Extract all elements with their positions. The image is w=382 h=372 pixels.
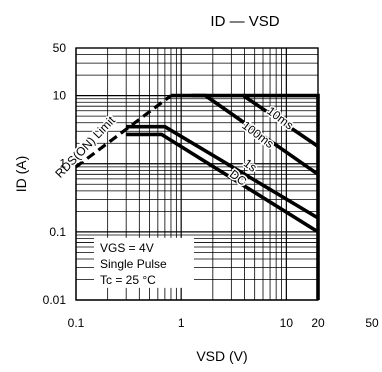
condition-text: VGS = 4V	[100, 241, 154, 255]
y-tick-label: 0.01	[43, 293, 67, 307]
series-line-vds-max	[243, 93, 320, 300]
condition-text: Tc = 25 °C	[100, 273, 156, 287]
y-tick-label: 50	[53, 41, 67, 55]
x-axis-label: VSD (V)	[196, 348, 247, 364]
x-tick-label: 50	[365, 316, 379, 330]
chart-title: ID — VSD	[210, 13, 279, 30]
x-tick-label: 20	[311, 316, 325, 330]
y-tick-label: 0.1	[49, 225, 66, 239]
conditions-box	[94, 237, 194, 288]
x-tick-label: 1	[178, 316, 185, 330]
series-line-1s	[126, 124, 319, 220]
y-axis-label: ID (A)	[13, 156, 29, 193]
y-tick-label: 10	[53, 89, 67, 103]
series-group	[75, 93, 320, 300]
y-tick-label: 1	[59, 157, 66, 171]
series-line-100ms	[191, 93, 320, 176]
x-tick-label: 0.1	[68, 316, 85, 330]
condition-text: Single Pulse	[100, 257, 167, 271]
series-line-rds-on-limit	[75, 94, 172, 169]
chart-text: ID — VSD VSD (V) ID (A)	[13, 13, 280, 364]
series-line-dc	[126, 132, 319, 234]
x-tick-label: 10	[280, 316, 294, 330]
